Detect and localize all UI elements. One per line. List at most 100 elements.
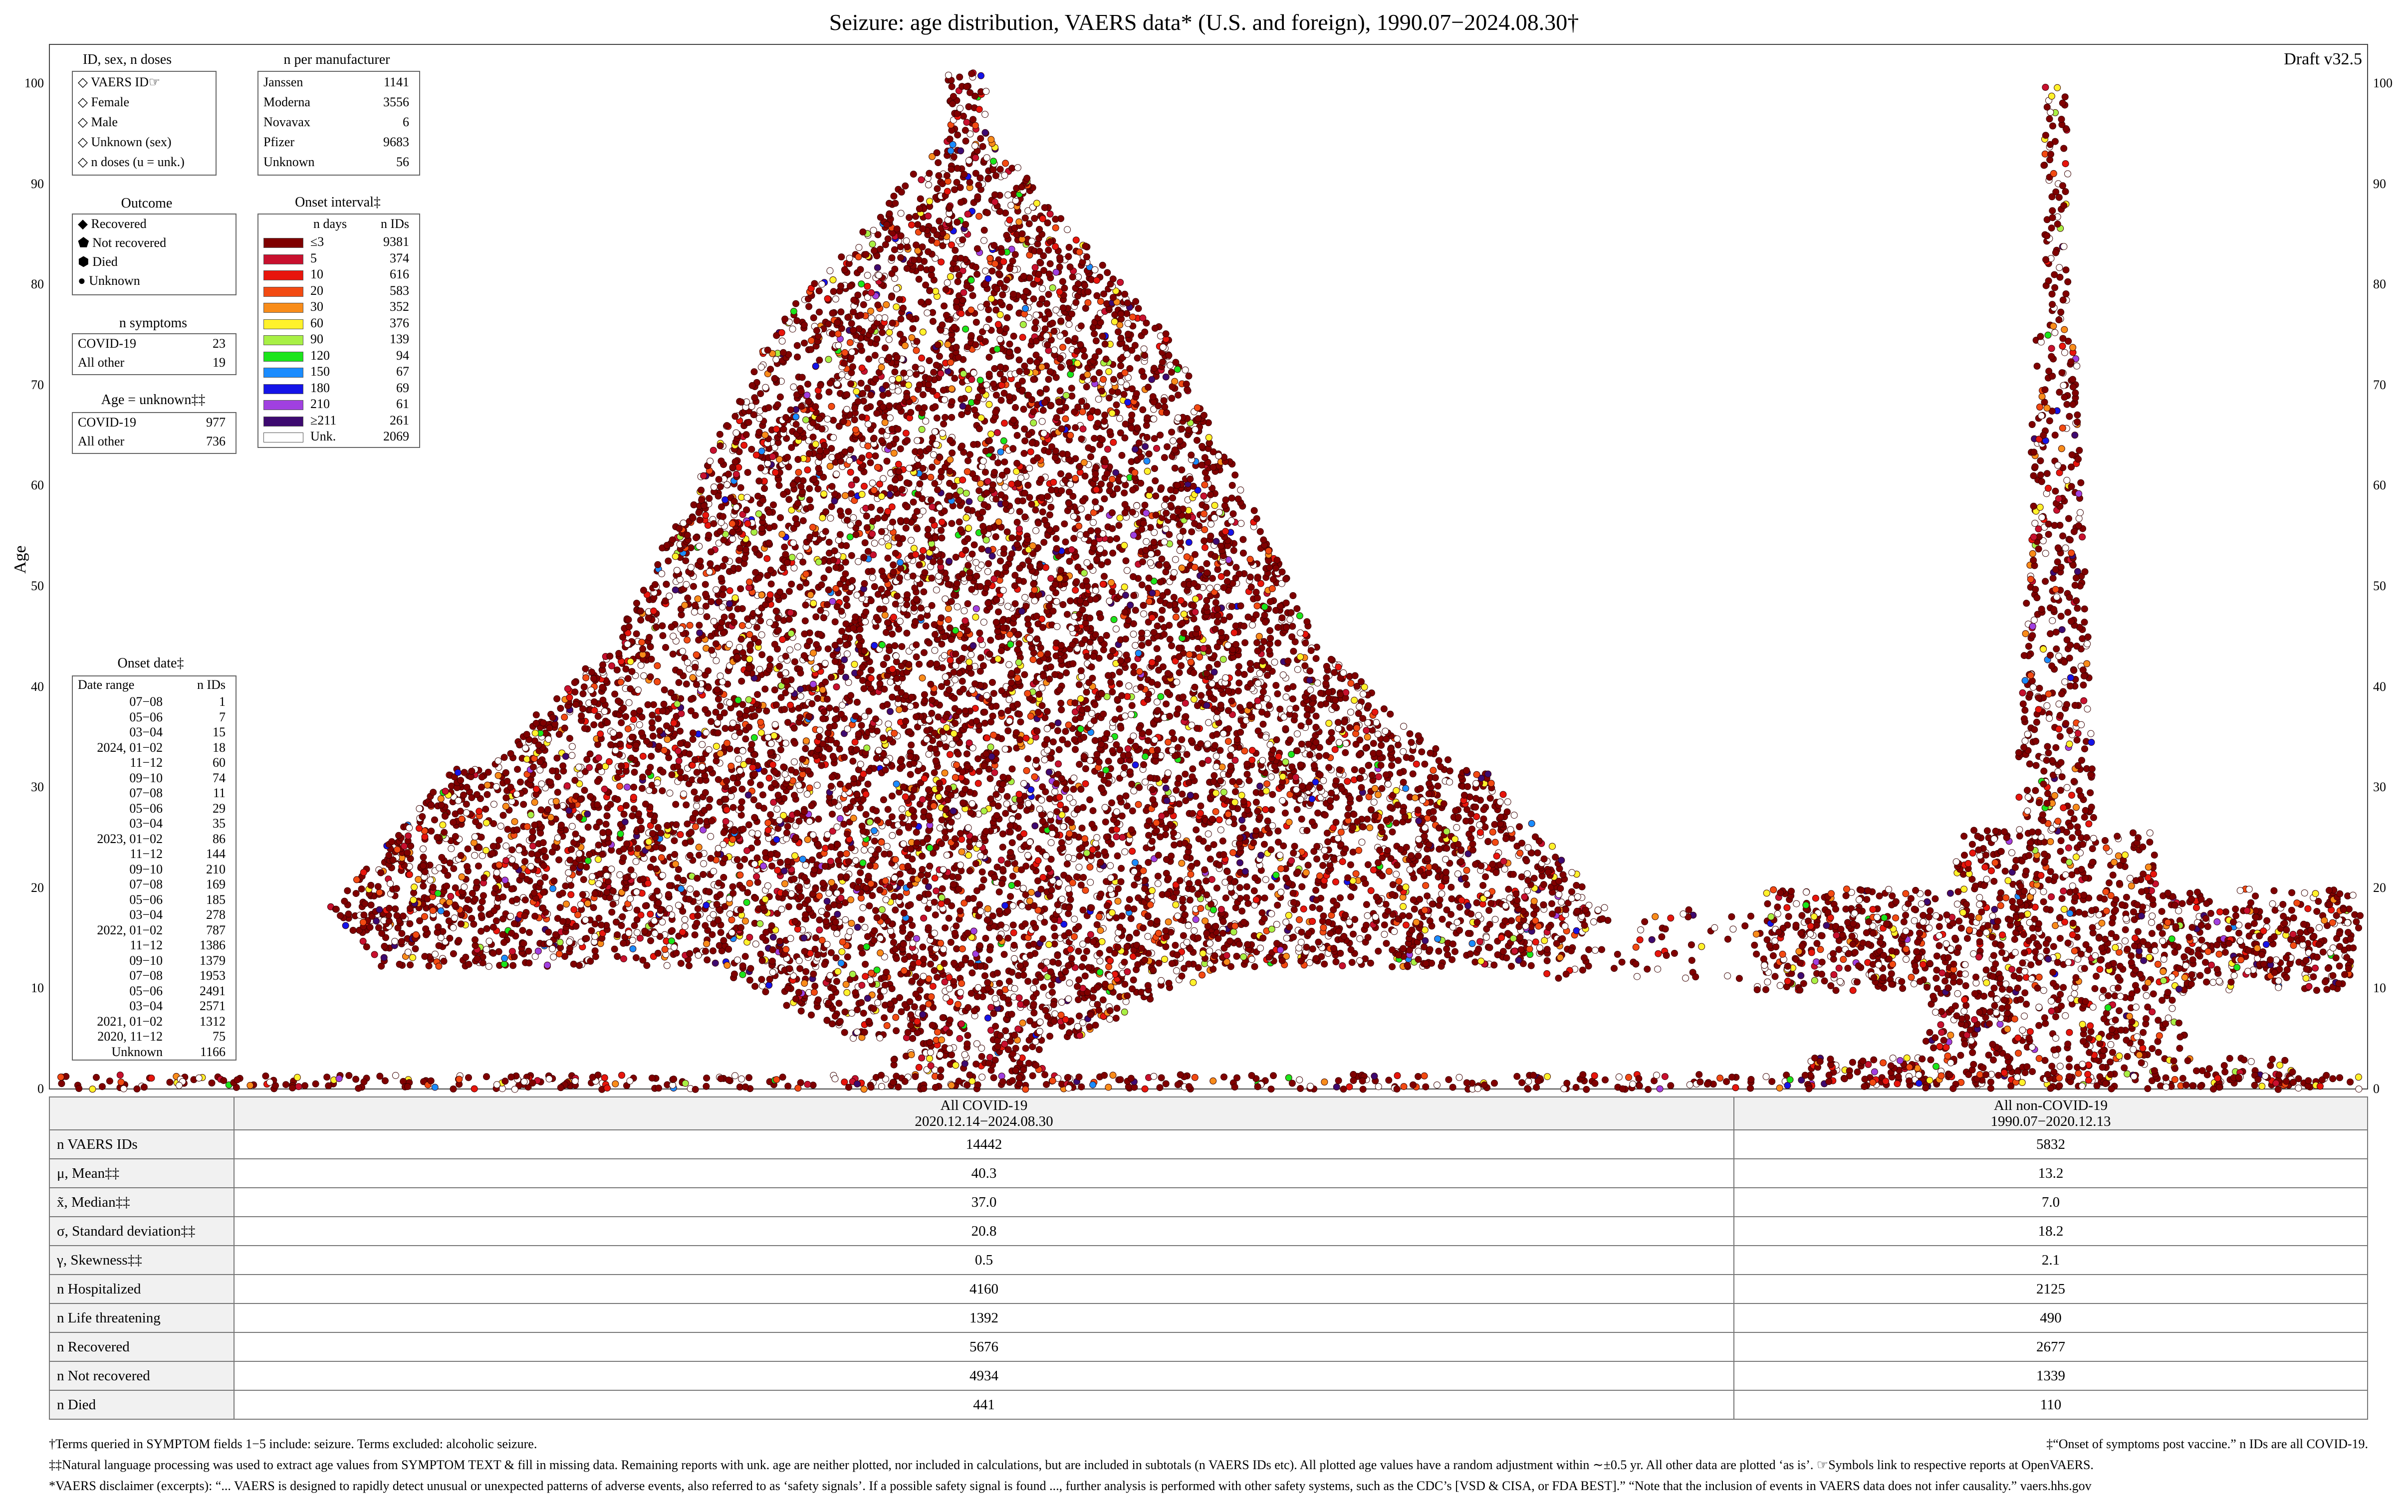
data-point [1036, 806, 1043, 813]
data-point [722, 818, 729, 825]
data-point [609, 887, 617, 895]
data-point [1300, 905, 1307, 913]
data-point [568, 846, 575, 853]
data-point [999, 780, 1006, 788]
data-point [525, 929, 533, 936]
data-point [448, 845, 455, 853]
data-point [1252, 827, 1260, 835]
data-point [559, 918, 566, 925]
data-point [1410, 896, 1417, 903]
data-point [982, 828, 990, 835]
data-point [631, 922, 638, 929]
data-point [717, 929, 724, 936]
data-point [1085, 964, 1092, 971]
data-point [590, 904, 597, 911]
data-point [788, 890, 795, 897]
data-point [907, 1022, 915, 1029]
data-point [1030, 940, 1037, 948]
data-point [825, 999, 832, 1007]
data-point [1480, 806, 1487, 813]
data-point [607, 801, 614, 808]
data-point [671, 944, 678, 951]
data-point [1451, 948, 1458, 955]
data-point [1463, 806, 1471, 813]
data-point [1219, 795, 1227, 803]
data-point [811, 982, 819, 990]
data-point [1206, 856, 1214, 863]
data-point [1164, 890, 1171, 898]
data-point [1168, 960, 1176, 967]
data-point [412, 931, 420, 938]
data-point [707, 855, 715, 862]
data-point [1425, 790, 1433, 798]
data-point [1197, 810, 1204, 817]
data-point [642, 800, 649, 808]
data-point [464, 863, 471, 870]
data-point [759, 863, 767, 869]
data-point [671, 851, 679, 858]
y-tick-label: 10 [2373, 981, 2386, 996]
data-point [1558, 857, 1565, 864]
data-point [1086, 864, 1094, 871]
data-point [571, 777, 579, 784]
data-point [1170, 829, 1177, 837]
data-point [1095, 913, 1103, 920]
data-point [537, 830, 544, 837]
data-point [392, 905, 399, 912]
data-point [409, 954, 417, 961]
data-point [935, 793, 943, 801]
data-point [853, 1028, 861, 1036]
data-point [1487, 780, 1495, 787]
data-point [1500, 858, 1507, 865]
data-point [1062, 785, 1070, 793]
data-point [673, 821, 680, 829]
data-point [1047, 839, 1055, 847]
data-point [398, 930, 406, 937]
data-point [1426, 780, 1433, 787]
data-point [483, 781, 491, 789]
data-point [614, 931, 621, 938]
data-point [1176, 877, 1184, 884]
data-point [980, 876, 987, 883]
data-point [883, 1022, 891, 1029]
data-point [1393, 870, 1400, 878]
data-point [984, 979, 991, 986]
data-point [994, 1043, 1001, 1050]
data-point [1526, 945, 1533, 953]
data-point [434, 889, 442, 897]
data-point [1557, 885, 1564, 892]
data-point [919, 853, 926, 860]
data-point [566, 938, 573, 945]
data-point [960, 799, 967, 807]
data-point [514, 766, 521, 773]
data-point [1007, 849, 1014, 856]
data-point [1015, 994, 1023, 1002]
data-point [1010, 941, 1018, 949]
data-point [950, 881, 957, 888]
data-point [1403, 754, 1410, 761]
data-point [850, 815, 857, 822]
data-point [1363, 901, 1370, 908]
data-point [837, 851, 844, 858]
data-point [1364, 912, 1371, 919]
data-point [958, 774, 965, 781]
data-point [1293, 806, 1301, 813]
data-point [843, 873, 850, 880]
data-point [1268, 910, 1275, 917]
data-point [818, 762, 825, 769]
data-point [1058, 999, 1065, 1006]
data-point [1387, 804, 1394, 811]
data-point [603, 872, 610, 879]
data-point [1400, 779, 1407, 786]
data-point [937, 1066, 945, 1074]
data-point [957, 862, 964, 869]
data-point [490, 907, 498, 914]
data-point [1144, 912, 1152, 919]
data-point [739, 884, 746, 892]
data-point [1236, 884, 1243, 891]
data-point [887, 927, 894, 935]
data-point [1389, 946, 1396, 954]
data-point [499, 931, 506, 938]
data-point [1443, 845, 1450, 852]
data-point [587, 793, 594, 800]
